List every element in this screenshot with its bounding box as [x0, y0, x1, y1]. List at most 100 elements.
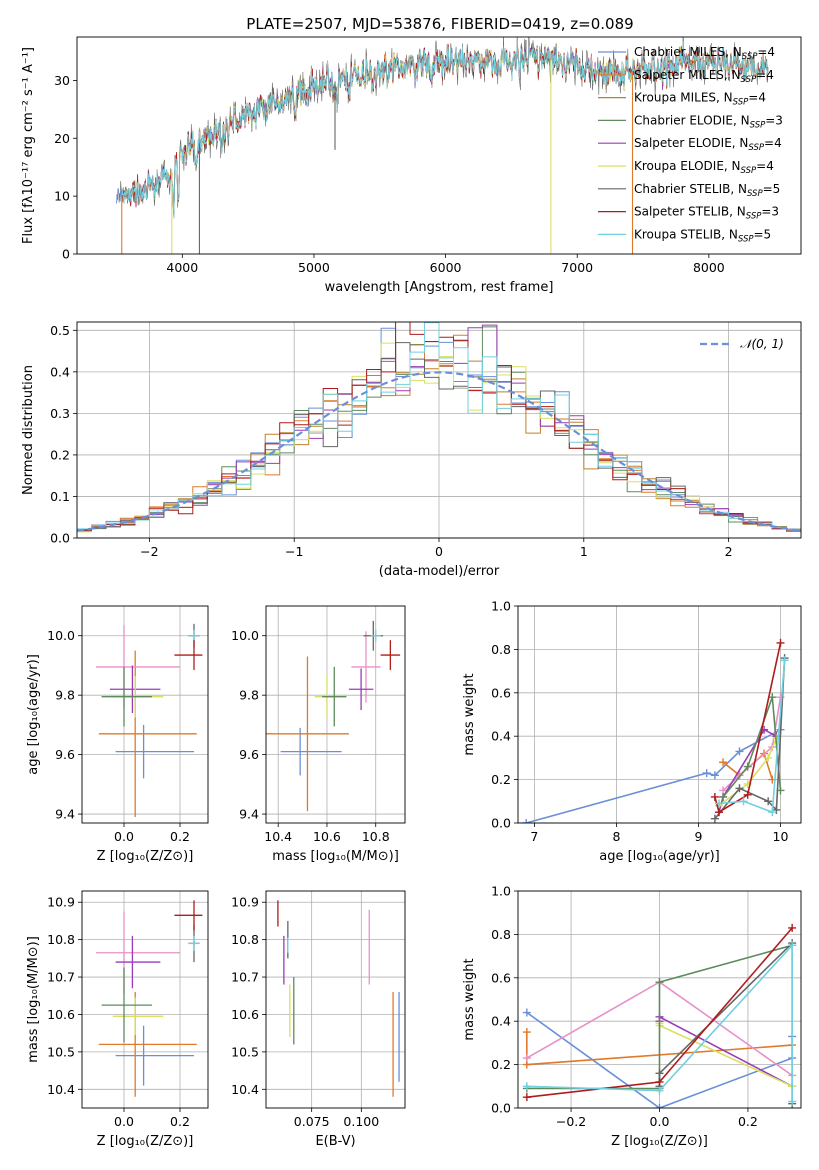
plot-area-mass_weight_vs_age [522, 638, 789, 823]
axes-frame [76, 321, 802, 539]
y-tick-label: 10.8 [47, 932, 75, 947]
plot-area-mass_vs_ebv [277, 900, 400, 1097]
weight-marker [764, 753, 773, 762]
y-tick-label: 0.0 [491, 1101, 511, 1116]
weight-marker [719, 758, 728, 767]
y-tick-label: 9.8 [55, 688, 75, 703]
y-tick-label: 0.0 [491, 816, 511, 831]
y-axis-label: mass weight [462, 673, 477, 755]
weight-marker [655, 1069, 664, 1078]
y-axis-label: mass [log₁₀(M/M⊙)] [26, 936, 41, 1063]
axes-mass_vs_Z: 0.0 0.2 10.4 10.5 10.6 10.7 10.8 10.9 Z [log₁₀(Z… [26, 890, 209, 1149]
weight-line-8 [718, 660, 786, 814]
x-tick-label: 10 [773, 829, 789, 844]
weight-marker [743, 762, 752, 771]
weight-marker [788, 923, 797, 932]
x-tick-label: −0.2 [556, 1114, 586, 1129]
legend-label: Kroupa MILES, NSSP=4 [634, 91, 766, 108]
y-tick-label: 0.2 [491, 1057, 511, 1072]
y-tick-label: 10.5 [231, 1044, 259, 1059]
y-tick-label: 0 [62, 247, 70, 262]
errorbar-5 [101, 967, 152, 1043]
y-tick-label: 30 [54, 73, 70, 88]
axes-age_vs_Z: 0.0 0.2 9.4 9.6 9.8 10.0 Z [log₁₀(Z/Z⊙)] age [l… [26, 605, 209, 864]
x-tick-label: 9 [694, 829, 702, 844]
x-tick-label: 0.0 [114, 829, 134, 844]
y-tick-label: 9.6 [239, 747, 259, 762]
errorbar-7 [370, 629, 381, 642]
x-tick-label: −2 [140, 544, 158, 559]
y-tick-label: 0.8 [491, 642, 511, 657]
legend-text: Salpeter MILES, N [634, 68, 741, 82]
weight-marker [522, 819, 531, 823]
errorbar-5 [101, 666, 152, 727]
y-tick-label: 10.4 [231, 1082, 259, 1097]
axes-frame [265, 605, 406, 824]
legend-label: Kroupa STELIB, NSSP=5 [634, 227, 771, 244]
weight-marker [655, 1104, 664, 1108]
plot-area-residual_histogram [77, 322, 801, 534]
y-axis-label: Flux [fλ10⁻¹⁷ erg cm⁻² s⁻¹ A⁻¹] [21, 47, 36, 244]
y-tick-label: 10.9 [231, 895, 259, 910]
y-tick-label: 0.0 [50, 531, 70, 546]
x-axis-label: wavelength [Angstrom, rest frame] [325, 280, 554, 295]
weight-line-0 [525, 728, 781, 823]
y-tick-label: 10.7 [47, 970, 75, 985]
x-tick-label: 10.4 [264, 829, 292, 844]
errorbar-0 [115, 724, 194, 779]
x-axis-label: mass [log₁₀(M/M⊙)] [272, 849, 399, 864]
y-tick-label: 0.1 [50, 489, 70, 504]
errorbar-8 [174, 640, 203, 670]
y-tick-label: 9.8 [239, 688, 259, 703]
weight-line-7 [714, 642, 782, 814]
legend-subscript: SSP [733, 98, 749, 108]
x-tick-label: 7000 [561, 260, 593, 275]
axes-mass_vs_ebv: 0.075 0.100 10.4 10.5 10.6 10.7 10.8 10.9 E(B-V) [231, 890, 406, 1149]
y-tick-label: 0.5 [50, 323, 70, 338]
weight-marker [735, 747, 744, 756]
errorbar-2 [351, 631, 381, 703]
y-tick-label: 10.6 [47, 1007, 75, 1022]
weight-marker [735, 784, 744, 793]
legend-subscript: SSP [741, 75, 757, 85]
legend-text: Salpeter STELIB, N [634, 205, 746, 219]
y-tick-label: 10.6 [231, 1007, 259, 1022]
errorbar-3 [348, 668, 374, 711]
weight-marker [768, 808, 777, 817]
plot-area-age_vs_Z [96, 623, 203, 818]
axes-frame [265, 890, 406, 1109]
y-tick-label: 10.9 [47, 895, 75, 910]
y-tick-label: 10 [54, 189, 70, 204]
figure-title: PLATE=2507, MJD=53876, FIBERID=0419, z=0… [246, 15, 633, 33]
errorbar-8 [380, 640, 401, 670]
legend-text: =5 [763, 182, 781, 196]
x-tick-label: 8000 [693, 260, 725, 275]
axes-frame [81, 890, 209, 1109]
legend-subscript: SSP [741, 166, 757, 176]
y-tick-label: 10.7 [231, 970, 259, 985]
x-tick-label: 6000 [430, 260, 462, 275]
x-tick-label: −1 [285, 544, 303, 559]
weight-marker [655, 1077, 664, 1086]
weight-marker [772, 805, 781, 814]
errorbar-7 [188, 935, 200, 951]
errorbar-1 [266, 656, 349, 812]
x-tick-label: 4000 [166, 260, 198, 275]
y-tick-label: 10.4 [47, 1082, 75, 1097]
y-tick-label: 10.0 [231, 628, 259, 643]
x-axis-label: Z [log₁₀(Z/Z⊙)] [611, 1134, 708, 1149]
x-tick-label: 0.100 [343, 1114, 379, 1129]
weight-marker [714, 799, 723, 808]
weight-marker [780, 656, 789, 665]
axes-residual_histogram: −2 −1 0 1 2 0.0 0.1 0.2 0.3 0.4 0.5 (data-model)/er… [21, 321, 802, 579]
plot-area-age_vs_mass [266, 620, 401, 812]
plot-area-mass_vs_Z [96, 900, 203, 1097]
legend-text: Chabrier ELODIE, N [634, 113, 750, 127]
errorbar-2 [96, 911, 180, 994]
y-tick-label: 0.2 [50, 447, 70, 462]
weight-marker [788, 941, 797, 950]
errorbar-4 [112, 997, 164, 1036]
legend-label: 𝒩(0, 1) [740, 337, 784, 351]
